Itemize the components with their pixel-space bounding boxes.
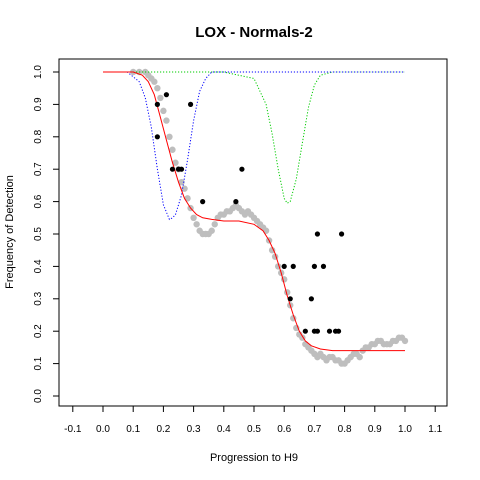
smoothed-point xyxy=(208,227,215,234)
smoothed-point xyxy=(160,107,167,115)
smoothed-point xyxy=(178,178,185,186)
smoothed-point xyxy=(401,337,409,345)
x-tick-label: 0.9 xyxy=(368,424,382,435)
x-tick-label: 0.8 xyxy=(338,424,352,435)
smoothed-point xyxy=(190,214,197,221)
observed-point xyxy=(163,92,170,98)
observed-point xyxy=(154,134,160,140)
y-tick-label: 0.1 xyxy=(33,356,44,370)
observed-point xyxy=(335,328,342,334)
x-tick-label: 0.3 xyxy=(187,424,201,435)
smoothed-point xyxy=(268,247,276,254)
smoothed-point xyxy=(356,353,363,361)
smoothed-point xyxy=(211,221,218,228)
smoothed-point xyxy=(157,94,164,102)
y-tick-label: 0.0 xyxy=(33,389,44,403)
x-axis-label: Progression to H9 xyxy=(210,452,298,464)
observed-point xyxy=(169,166,176,172)
observed-point xyxy=(338,231,345,237)
y-tick-label: 0.8 xyxy=(33,129,44,143)
y-tick-label: 0.9 xyxy=(33,97,44,111)
chart-title: LOX - Normals-2 xyxy=(195,24,313,41)
y-tick-label: 0.4 xyxy=(33,259,44,273)
x-tick-label: 1.0 xyxy=(398,424,412,435)
green-dip-line xyxy=(103,71,405,204)
blue-dip-line xyxy=(103,71,405,221)
x-tick-label: 0.1 xyxy=(126,424,140,435)
x-tick-label: 0.0 xyxy=(96,424,110,435)
y-axis: 0.0 0.1 0.2 0.3 0.4 0.5 0.6 0.7 0.8 0.9 1.0 xyxy=(33,65,59,403)
observed-point xyxy=(239,166,245,172)
x-tick-label: 0.7 xyxy=(307,424,321,435)
x-tick-label: 0.4 xyxy=(217,424,231,435)
observed-point xyxy=(314,231,321,237)
y-tick-label: 0.2 xyxy=(33,324,44,338)
observed-point xyxy=(233,199,239,205)
x-axis: -0.1 0.0 0.1 0.2 0.3 0.4 0.5 0.6 0.7 0.8 0.9 1.0 1.1 xyxy=(64,406,443,435)
x-tick-label: 0.5 xyxy=(247,424,261,435)
observed-point xyxy=(290,263,296,269)
smoothed-point xyxy=(172,159,179,166)
smoothed-point xyxy=(181,185,188,192)
plot-area xyxy=(103,68,409,367)
smoothed-point xyxy=(163,117,170,124)
y-tick-label: 0.3 xyxy=(33,291,44,305)
observed-point xyxy=(178,166,185,172)
smoothed-point xyxy=(262,227,270,234)
observed-point xyxy=(320,263,327,269)
y-tick-label: 0.7 xyxy=(33,162,44,176)
observed-point xyxy=(311,263,317,269)
x-tick-label: 0.2 xyxy=(156,424,170,435)
observed-point xyxy=(287,296,293,302)
smoothed-point xyxy=(193,221,200,228)
observed-point xyxy=(200,199,206,205)
observed-point xyxy=(187,101,194,107)
observed-series xyxy=(154,92,345,334)
observed-point xyxy=(154,101,160,107)
smoothed-point xyxy=(154,85,161,92)
plot-frame xyxy=(58,58,448,407)
y-tick-label: 0.5 xyxy=(33,227,44,241)
observed-point xyxy=(302,328,308,334)
observed-point xyxy=(326,328,333,334)
smoothed-point xyxy=(169,146,176,153)
x-tick-label: -0.1 xyxy=(64,424,82,435)
y-tick-label: 0.6 xyxy=(33,194,44,208)
smoothed-point xyxy=(166,133,173,140)
x-tick-label: 0.6 xyxy=(277,424,291,435)
x-tick-label: 1.1 xyxy=(428,424,442,435)
fit-line xyxy=(103,71,405,352)
observed-point xyxy=(314,328,321,334)
y-tick-label: 1.0 xyxy=(33,65,44,79)
y-axis-label: Frequency of Detection xyxy=(4,175,16,289)
smoothed-point xyxy=(151,78,158,85)
observed-point xyxy=(308,296,314,302)
observed-point xyxy=(281,263,287,269)
